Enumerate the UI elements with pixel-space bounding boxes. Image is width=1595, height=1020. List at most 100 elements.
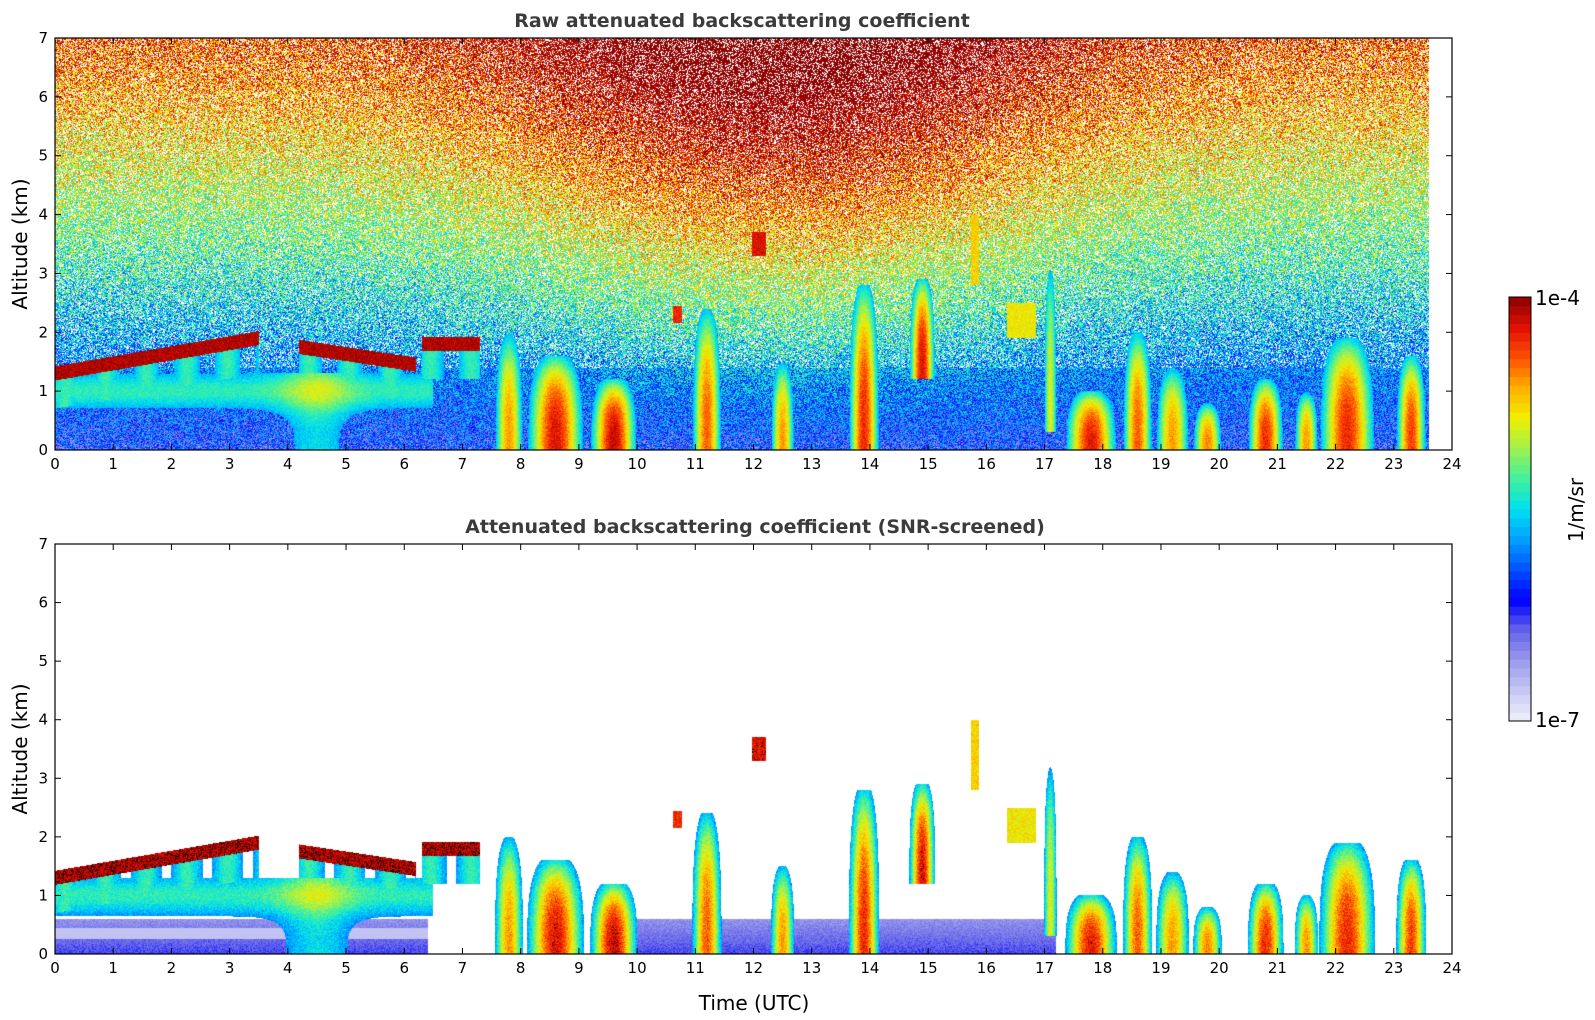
panel1-heatmap-image [55,38,1452,450]
panel1-xtick-label: 3 [225,455,235,473]
panel2-xtick-label: 18 [1093,959,1112,977]
panel1-x-ticks: 0 1 2 3 4 5 6 7 8 9 10 11 12 13 14 15 16 17 18 19 20 21 22 23 24 [50,38,1462,473]
panel2-xtick-label: 8 [516,959,526,977]
panel1-xtick-label: 6 [399,455,409,473]
panel2-xtick-label: 9 [574,959,584,977]
panel1-xtick-label: 23 [1384,455,1403,473]
colorbar-step [1509,694,1531,704]
colorbar-step [1509,332,1531,342]
panel1-ytick-label: 2 [38,323,48,341]
panel2-ytick-label: 0 [38,945,48,963]
panel1-xtick-label: 2 [167,455,177,473]
panel2-xtick-label: 7 [458,959,468,977]
panel2-ytick-label: 1 [38,886,48,904]
panel1-xtick-label: 24 [1442,455,1461,473]
panel1-xtick-label: 9 [574,455,584,473]
colorbar-step [1509,473,1531,483]
panel2-xtick-label: 15 [919,959,938,977]
panel2-xtick-label: 14 [860,959,879,977]
colorbar-step [1509,517,1531,528]
colorbar-step [1509,464,1531,475]
panel2-ytick-label: 7 [38,535,48,553]
panel2-ytick-label: 4 [38,711,48,729]
panel2-xtick-label: 2 [167,959,177,977]
colorbar-step [1509,314,1531,324]
panel1-xtick-label: 17 [1035,455,1054,473]
panel2-xtick-label: 23 [1384,959,1403,977]
panel2-xtick-label: 22 [1326,959,1345,977]
x-axis-label: Time (UTC) [698,991,810,1015]
colorbar-step [1509,641,1531,651]
panel1-ytick-label: 6 [38,88,48,106]
panel1-xtick-label: 21 [1268,455,1287,473]
colorbar-min-label: 1e-7 [1535,708,1580,732]
panel1-xtick-label: 4 [283,455,293,473]
colorbar-step [1509,659,1531,669]
colorbar-step [1509,297,1531,307]
colorbar-step [1509,429,1531,439]
panel2-xtick-label: 11 [686,959,705,977]
colorbar-step [1509,615,1531,625]
panel1-ytick-label: 3 [38,264,48,282]
panel1-xtick-label: 20 [1210,455,1229,473]
colorbar-step [1509,341,1531,351]
colorbar-unit-label: 1/m/sr [1564,477,1588,542]
colorbar-step [1509,350,1531,360]
panel2-xtick-label: 12 [744,959,763,977]
colorbar-max-label: 1e-4 [1535,286,1580,310]
colorbar-step [1509,420,1531,430]
panel1-xtick-label: 10 [628,455,647,473]
colorbar-step [1509,570,1531,581]
panel2-xtick-label: 19 [1151,959,1170,977]
colorbar-step [1509,367,1531,377]
colorbar-step [1509,544,1531,554]
colorbar-step [1509,579,1531,589]
panel1-ytick-label: 5 [38,147,48,165]
panel1-title: Raw attenuated backscattering coefficien… [514,10,970,32]
panel1-xtick-label: 12 [744,455,763,473]
panel1-xtick-label: 18 [1093,455,1112,473]
panel2-xtick-label: 16 [977,959,996,977]
panel2-ytick-label: 5 [38,652,48,670]
panel2-xtick-label: 0 [50,959,60,977]
colorbar-step [1509,588,1531,598]
panel2-title: Attenuated backscattering coefficient (S… [465,516,1045,538]
colorbar-step [1509,438,1531,448]
panel1-xtick-label: 15 [919,455,938,473]
panel1-xtick-label: 19 [1151,455,1170,473]
colorbar-step [1509,685,1531,695]
colorbar-step [1509,703,1531,713]
colorbar-step [1509,482,1531,492]
colorbar-step [1509,623,1531,634]
panel1-xtick-label: 14 [860,455,879,473]
panel1-xtick-label: 0 [50,455,60,473]
panel1-ytick-label: 4 [38,206,48,224]
panel1-xtick-label: 7 [458,455,468,473]
colorbar-step [1509,394,1531,404]
panel1-ytick-label: 7 [38,29,48,47]
colorbar-step [1509,606,1531,616]
panel2-xtick-label: 17 [1035,959,1054,977]
panel1-ytick-label: 1 [38,382,48,400]
colorbar-step [1509,632,1531,642]
panel1-xtick-label: 8 [516,455,526,473]
colorbar-step [1509,305,1531,316]
colorbar-step [1509,376,1531,386]
colorbar-frame [1508,296,1532,722]
panel2-ytick-label: 3 [38,769,48,787]
panel2-xtick-label: 5 [341,959,351,977]
panel2-xtick-label: 13 [802,959,821,977]
panel1-xtick-label: 16 [977,455,996,473]
panel1-heatmap [55,38,1452,450]
panel2-y-ticks: 0 1 2 3 4 5 6 7 [38,535,1452,963]
panel2-xtick-label: 1 [108,959,118,977]
colorbar-step [1509,526,1531,536]
panel2-y-label: Altitude (km) [8,683,32,814]
panel2-ytick-label: 2 [38,828,48,846]
panel1-xtick-label: 22 [1326,455,1345,473]
panel2-xtick-label: 6 [399,959,409,977]
panel1-xtick-label: 13 [802,455,821,473]
colorbar-step [1509,358,1531,369]
colorbar-step [1509,509,1531,519]
